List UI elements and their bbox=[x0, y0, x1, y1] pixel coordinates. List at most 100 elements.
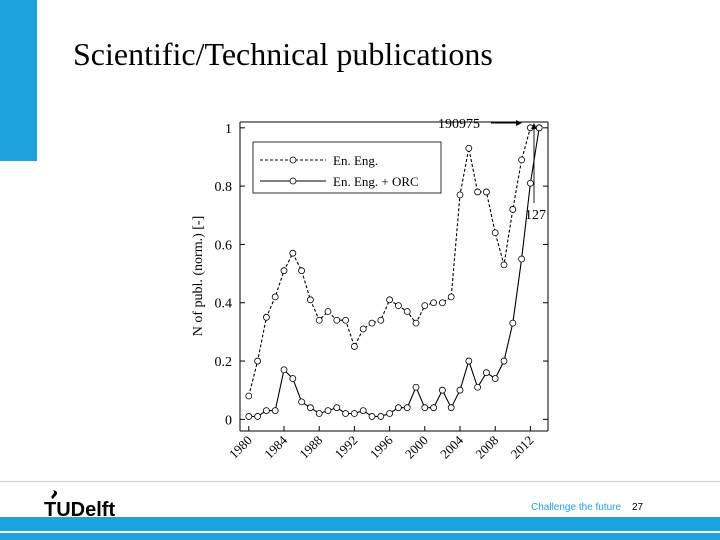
series-0-point bbox=[377, 316, 385, 324]
y-axis-label: N of publ. (norm.) [-] bbox=[191, 216, 206, 337]
series-1-point bbox=[359, 407, 367, 414]
series-line-1 bbox=[248, 127, 540, 417]
legend-box bbox=[252, 141, 442, 194]
series-0-point bbox=[271, 293, 279, 301]
x-tick-label: 1984 bbox=[261, 432, 290, 461]
series-0-point bbox=[315, 316, 323, 324]
series-1-point bbox=[447, 404, 455, 412]
bottom-band-line bbox=[0, 531, 720, 533]
annotation-127: 127 bbox=[525, 208, 546, 223]
annotation-127-arrowhead bbox=[531, 123, 537, 129]
footer-tagline: Challenge the future bbox=[531, 502, 622, 513]
annotation-190975-arrowhead bbox=[516, 120, 522, 126]
series-0-point bbox=[368, 319, 376, 327]
series-layer bbox=[245, 124, 543, 420]
y-tick-label: 1 bbox=[225, 122, 232, 137]
series-0-point bbox=[263, 313, 270, 321]
annotation-190975: 190975 bbox=[438, 117, 480, 132]
series-0-point bbox=[298, 267, 305, 275]
series-1-point bbox=[315, 410, 323, 417]
logo-text: TUDelft bbox=[44, 499, 115, 518]
series-1-point bbox=[245, 413, 253, 420]
series-0-point bbox=[447, 293, 455, 301]
x-tick-label: 1996 bbox=[367, 432, 396, 461]
legend-label-0: En. Eng. bbox=[333, 153, 378, 168]
plot-frame bbox=[239, 121, 549, 432]
series-1-point bbox=[535, 124, 543, 132]
y-tick-label: 0.6 bbox=[215, 238, 233, 253]
series-1-point bbox=[289, 375, 297, 382]
series-1-point bbox=[518, 255, 526, 263]
series-0-point bbox=[333, 316, 341, 324]
y-axis-ticks: 0 0.2 0.4 0.6 0.8 1 bbox=[215, 122, 548, 428]
series-0-point bbox=[280, 267, 288, 275]
series-1-point bbox=[421, 404, 429, 412]
series-1-point bbox=[342, 410, 350, 417]
series-1-point bbox=[403, 404, 411, 412]
series-1-point bbox=[438, 386, 446, 394]
series-0-point bbox=[500, 261, 508, 269]
y-tick-label: 0.8 bbox=[215, 180, 233, 195]
y-tick-label: 0 bbox=[225, 413, 232, 428]
bottom-band bbox=[0, 517, 720, 540]
x-tick-label: 2008 bbox=[472, 433, 501, 462]
footer-rule bbox=[0, 481, 720, 482]
series-0-point bbox=[430, 299, 438, 307]
series-1-point bbox=[298, 398, 305, 406]
series-1-point bbox=[412, 383, 420, 391]
x-tick-label: 1992 bbox=[332, 433, 361, 462]
series-0-point bbox=[324, 308, 332, 315]
x-tick-label: 2004 bbox=[437, 432, 466, 461]
series-1-point bbox=[263, 407, 270, 414]
series-1-point bbox=[280, 366, 288, 374]
annotations: 190975 127 bbox=[438, 117, 546, 223]
series-0-point bbox=[518, 156, 526, 164]
series-1-point bbox=[254, 413, 261, 420]
series-0-point bbox=[342, 316, 350, 324]
publications-chart: 00.20.40.60.81 1980 1984 1988 1992 1996 2000 2… bbox=[191, 117, 549, 462]
y-tick-label: 0.4 bbox=[215, 297, 233, 312]
series-1-point bbox=[465, 357, 473, 365]
page-number: 27 bbox=[632, 502, 644, 513]
series-1-point bbox=[306, 404, 314, 412]
legend: En. Eng. En. Eng. + ORC bbox=[252, 141, 442, 194]
series-0-point bbox=[245, 392, 253, 400]
series-1-point bbox=[526, 179, 534, 187]
series-0-point bbox=[474, 188, 482, 196]
series-1-point bbox=[482, 369, 490, 377]
series-1-point bbox=[368, 413, 376, 420]
series-1-point bbox=[377, 413, 385, 420]
legend-marker-0 bbox=[289, 156, 297, 164]
series-0-point bbox=[456, 191, 464, 199]
series-1-point bbox=[350, 410, 358, 417]
x-tick-label: 2012 bbox=[508, 433, 537, 462]
series-0-point bbox=[289, 249, 297, 257]
series-1-point bbox=[491, 375, 499, 382]
series-0-point bbox=[412, 319, 420, 327]
series-0-point bbox=[403, 308, 411, 315]
series-1-point bbox=[474, 383, 482, 391]
series-0-point bbox=[421, 302, 429, 310]
y-tick-label: 0.2 bbox=[215, 355, 233, 370]
series-0-point bbox=[482, 188, 490, 196]
series-0-point bbox=[438, 299, 446, 307]
legend-marker-1 bbox=[289, 177, 297, 185]
series-line-0 bbox=[248, 127, 540, 397]
series-1-point bbox=[271, 407, 279, 414]
accent-bar bbox=[0, 0, 37, 161]
series-1-point bbox=[394, 404, 402, 412]
series-1-point bbox=[500, 357, 508, 365]
series-1-point bbox=[386, 410, 394, 417]
series-0-point bbox=[254, 357, 261, 365]
flame-icon bbox=[51, 490, 58, 499]
series-1-point bbox=[430, 404, 438, 412]
x-tick-label: 1980 bbox=[226, 433, 255, 462]
series-0-point bbox=[394, 302, 402, 310]
series-0-point bbox=[350, 343, 358, 350]
series-0-point bbox=[509, 206, 517, 213]
x-tick-label: 2000 bbox=[402, 433, 431, 462]
x-tick-label: 1988 bbox=[296, 433, 325, 462]
series-0-point bbox=[386, 296, 394, 304]
series-1-point bbox=[333, 404, 341, 412]
series-0-point bbox=[306, 296, 314, 304]
